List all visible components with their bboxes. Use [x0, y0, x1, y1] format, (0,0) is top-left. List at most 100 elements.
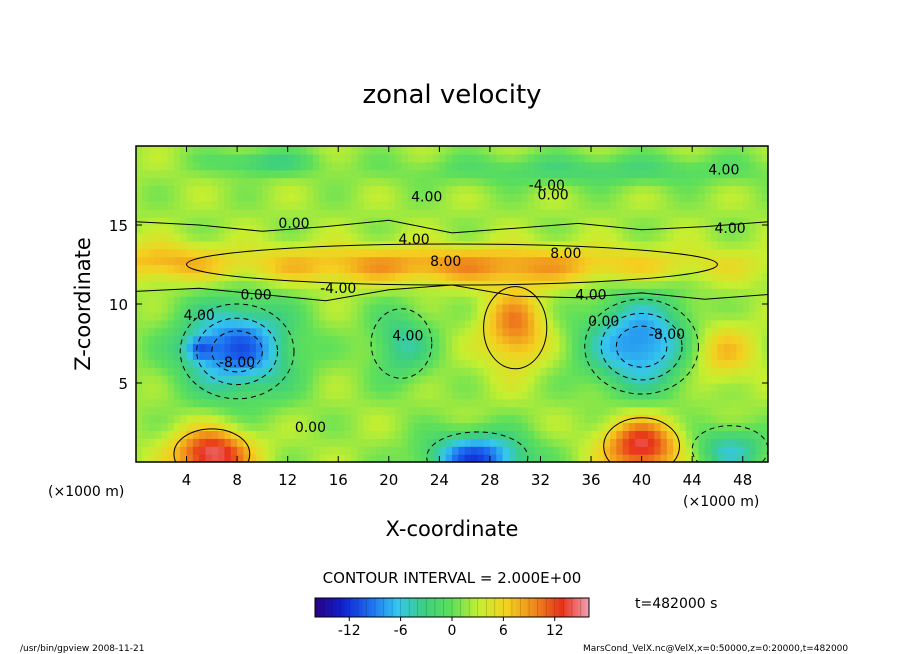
field-cell	[243, 398, 251, 408]
field-cell	[205, 256, 213, 266]
field-cell	[584, 304, 592, 313]
field-cell	[610, 438, 617, 447]
field-cell	[445, 343, 453, 352]
field-cell	[312, 406, 320, 416]
field-cell	[616, 335, 624, 345]
field-cell	[477, 169, 485, 179]
field-cell	[382, 248, 390, 258]
field-cell	[300, 185, 308, 194]
field-cell	[521, 177, 529, 187]
field-cell	[692, 264, 700, 273]
field-cell	[641, 335, 649, 345]
field-cell	[483, 201, 491, 210]
field-cell	[502, 351, 510, 360]
field-cell	[287, 272, 295, 281]
field-cell	[414, 375, 421, 384]
field-cell	[224, 161, 232, 171]
field-cell	[559, 319, 567, 329]
field-cell	[344, 225, 352, 234]
field-cell	[350, 161, 358, 171]
field-cell	[192, 232, 200, 242]
footer-right: MarsCond_VelX.nc@VelX,x=0:50000,z=0:2000…	[583, 644, 848, 654]
field-cell	[610, 264, 617, 273]
field-cell	[312, 185, 320, 194]
field-cell	[616, 327, 624, 337]
field-cell	[294, 280, 301, 289]
field-cell	[502, 146, 510, 155]
field-cell	[477, 153, 485, 163]
field-cell	[470, 264, 478, 273]
field-cell	[692, 351, 700, 360]
field-cell	[262, 367, 270, 376]
field-cell	[508, 288, 516, 297]
field-cell	[344, 248, 352, 258]
field-cell	[275, 264, 282, 273]
field-cell	[376, 232, 384, 242]
field-cell	[205, 406, 213, 416]
field-cell	[591, 240, 598, 250]
field-cell	[647, 217, 655, 226]
field-cell	[565, 225, 573, 234]
field-cell	[237, 177, 245, 187]
field-cell	[452, 146, 459, 155]
field-cell	[300, 438, 308, 447]
field-cell	[300, 146, 308, 155]
field-cell	[597, 217, 605, 226]
field-cell	[477, 359, 485, 368]
field-cell	[622, 153, 630, 163]
field-cell	[692, 383, 700, 392]
field-cell	[559, 169, 567, 179]
field-cell	[559, 153, 567, 163]
field-cell	[452, 454, 459, 462]
field-cell	[470, 240, 478, 250]
field-cell	[553, 446, 561, 455]
field-cell	[534, 351, 542, 360]
field-cell	[704, 383, 712, 392]
field-cell	[433, 383, 440, 392]
field-cell	[489, 225, 497, 234]
field-cell	[287, 351, 295, 360]
field-cell	[515, 209, 523, 218]
field-cell	[142, 240, 150, 250]
field-cell	[312, 351, 320, 360]
x-unit-right: (×1000 m)	[683, 494, 759, 510]
field-cell	[338, 146, 346, 155]
field-cell	[312, 217, 320, 226]
field-cell	[186, 343, 194, 352]
field-cell	[565, 454, 573, 462]
field-cell	[344, 296, 352, 305]
field-cell	[736, 185, 744, 194]
field-cell	[414, 264, 421, 273]
field-cell	[736, 335, 744, 345]
field-cell	[230, 398, 238, 408]
field-cell	[685, 240, 693, 250]
field-cell	[628, 367, 636, 376]
field-cell	[363, 375, 371, 384]
field-cell	[325, 359, 333, 368]
field-cell	[679, 209, 687, 218]
field-cell	[350, 438, 358, 447]
field-cell	[685, 248, 693, 258]
field-cell	[262, 327, 270, 337]
field-cell	[508, 446, 516, 455]
field-cell	[186, 264, 194, 273]
field-cell	[154, 398, 162, 408]
field-cell	[256, 311, 263, 321]
field-cell	[294, 343, 301, 352]
field-cell	[192, 383, 200, 392]
field-cell	[395, 311, 403, 321]
field-cell	[730, 264, 737, 273]
field-cell	[755, 146, 763, 155]
field-cell	[186, 375, 194, 384]
field-cell	[483, 351, 491, 360]
field-cell	[749, 232, 756, 242]
field-cell	[736, 446, 744, 455]
field-cell	[369, 177, 377, 187]
field-cell	[148, 225, 156, 234]
field-cell	[654, 430, 662, 439]
field-cell	[603, 288, 611, 297]
field-cell	[597, 146, 605, 155]
field-cell	[755, 390, 763, 400]
field-cell	[306, 185, 314, 194]
field-cell	[477, 161, 485, 171]
